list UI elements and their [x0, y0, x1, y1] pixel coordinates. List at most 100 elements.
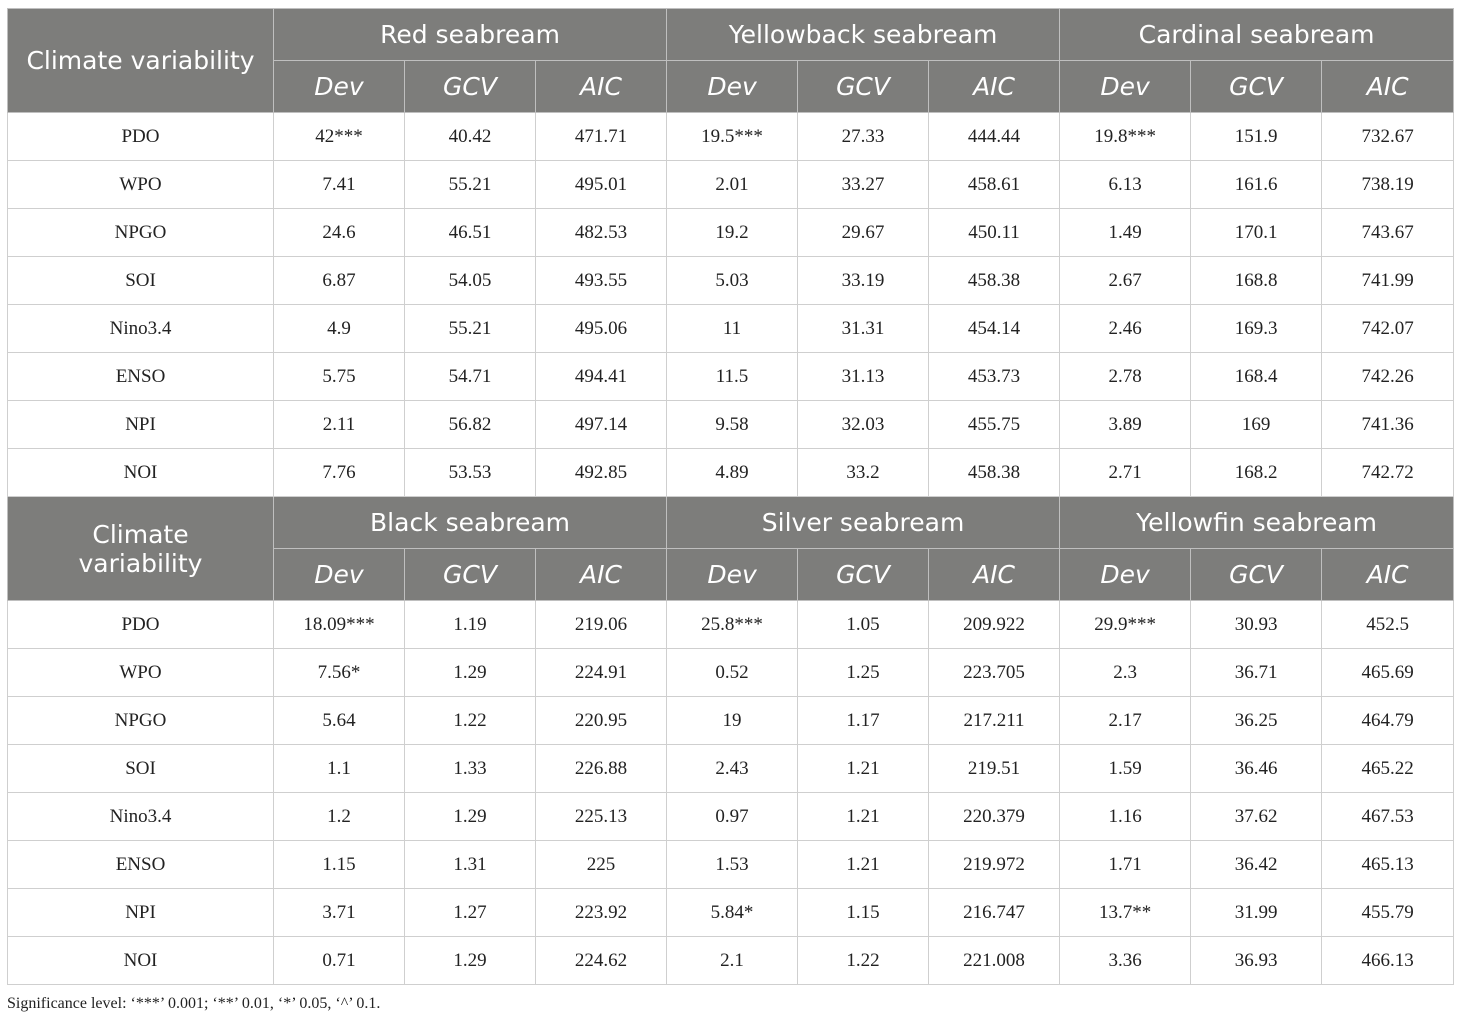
table-cell: 224.91: [534, 648, 668, 697]
table-cell: 19.8***: [1059, 112, 1192, 161]
table-cell: 741.36: [1321, 400, 1455, 449]
table-cell: 216.747: [928, 888, 1061, 937]
table-cell: 29.9***: [1059, 600, 1192, 649]
climate-index-label: Nino3.4: [7, 792, 274, 841]
table-cell: 497.14: [534, 400, 668, 449]
table-cell: 1.33: [404, 744, 536, 793]
table-cell: 444.44: [928, 112, 1061, 161]
climate-index-label: NOI: [7, 448, 274, 497]
table-cell: 54.05: [404, 256, 536, 305]
table-cell: 7.41: [273, 160, 405, 209]
table-cell: 6.87: [273, 256, 405, 305]
table-cell: 3.89: [1059, 400, 1192, 449]
table-cell: 2.11: [273, 400, 405, 449]
table-cell: 742.07: [1321, 304, 1455, 353]
table-cell: 1.53: [666, 840, 799, 889]
table-row: ENSO 5.75 54.71 494.41 11.5 31.13 453.73 2.78 16…: [7, 352, 1455, 401]
table-cell: 18.09***: [273, 600, 405, 649]
table-cell: 7.76: [273, 448, 405, 497]
table-cell: 1.21: [797, 792, 930, 841]
table-cell: 19.2: [666, 208, 799, 257]
climate-index-label: ENSO: [7, 840, 274, 889]
table-cell: 1.1: [273, 744, 405, 793]
table-cell: 40.42: [404, 112, 536, 161]
table-cell: 53.53: [404, 448, 536, 497]
table-cell: 1.59: [1059, 744, 1192, 793]
table-cell: 168.2: [1190, 448, 1323, 497]
table-cell: 33.2: [797, 448, 930, 497]
table-cell: 493.55: [534, 256, 668, 305]
table-cell: 450.11: [928, 208, 1061, 257]
table-cell: 13.7**: [1059, 888, 1192, 937]
significance-footnote: Significance level: ‘***’ 0.001; ‘**’ 0.…: [7, 995, 381, 1012]
table-cell: 37.62: [1190, 792, 1323, 841]
table-cell: 741.99: [1321, 256, 1455, 305]
table-row: NOI 7.76 53.53 492.85 4.89 33.2 458.38 2.71 168.…: [7, 448, 1455, 497]
table-cell: 458.61: [928, 160, 1061, 209]
table-row: WPO 7.56* 1.29 224.91 0.52 1.25 223.705 2.3 36.7…: [7, 648, 1455, 697]
species-header: Cardinal seabream: [1059, 8, 1455, 61]
table-cell: 6.13: [1059, 160, 1192, 209]
stat-header: GCV: [797, 548, 930, 601]
table-cell: 1.05: [797, 600, 930, 649]
stat-header: GCV: [404, 60, 536, 113]
table-cell: 458.38: [928, 256, 1061, 305]
table-cell: 454.14: [928, 304, 1061, 353]
table-cell: 2.1: [666, 936, 799, 985]
climate-index-label: WPO: [7, 648, 274, 697]
table-cell: 1.15: [273, 840, 405, 889]
stat-header: AIC: [928, 548, 1061, 601]
table-cell: 5.84*: [666, 888, 799, 937]
table-cell: 24.6: [273, 208, 405, 257]
stat-header: AIC: [534, 60, 668, 113]
table-cell: 2.17: [1059, 696, 1192, 745]
table-row: Nino3.4 1.2 1.29 225.13 0.97 1.21 220.379 1.16 3…: [7, 792, 1455, 841]
table-cell: 5.03: [666, 256, 799, 305]
table-cell: 221.008: [928, 936, 1061, 985]
table-cell: 2.78: [1059, 352, 1192, 401]
table-cell: 29.67: [797, 208, 930, 257]
table-cell: 209.922: [928, 600, 1061, 649]
table-cell: 36.93: [1190, 936, 1323, 985]
table-cell: 0.71: [273, 936, 405, 985]
table-cell: 36.25: [1190, 696, 1323, 745]
stat-header: Dev: [666, 548, 799, 601]
climate-index-label: PDO: [7, 112, 274, 161]
table-cell: 226.88: [534, 744, 668, 793]
climate-index-label: NOI: [7, 936, 274, 985]
stat-header: GCV: [1190, 60, 1323, 113]
table-cell: 466.13: [1321, 936, 1455, 985]
table-row: NPI 2.11 56.82 497.14 9.58 32.03 455.75 3.89 169…: [7, 400, 1455, 449]
table-cell: 55.21: [404, 160, 536, 209]
table-cell: 1.17: [797, 696, 930, 745]
table-cell: 2.71: [1059, 448, 1192, 497]
table-cell: 1.21: [797, 840, 930, 889]
table-cell: 1.16: [1059, 792, 1192, 841]
table-cell: 1.29: [404, 792, 536, 841]
table-cell: 1.25: [797, 648, 930, 697]
table-cell: 56.82: [404, 400, 536, 449]
stat-header: AIC: [1321, 548, 1455, 601]
table-cell: 1.31: [404, 840, 536, 889]
table-cell: 492.85: [534, 448, 668, 497]
table-row: PDO 18.09*** 1.19 219.06 25.8*** 1.05 209.922 2…: [7, 600, 1455, 649]
table-cell: 1.29: [404, 936, 536, 985]
table-cell: 482.53: [534, 208, 668, 257]
stat-header: GCV: [797, 60, 930, 113]
species-header: Yellowfin seabream: [1059, 496, 1455, 549]
table-cell: 33.19: [797, 256, 930, 305]
table-cell: 5.75: [273, 352, 405, 401]
table-cell: 168.8: [1190, 256, 1323, 305]
table-cell: 1.29: [404, 648, 536, 697]
table-cell: 467.53: [1321, 792, 1455, 841]
table-cell: 495.06: [534, 304, 668, 353]
table-cell: 55.21: [404, 304, 536, 353]
table-cell: 223.92: [534, 888, 668, 937]
table-cell: 453.73: [928, 352, 1061, 401]
table-cell: 458.38: [928, 448, 1061, 497]
table-cell: 4.9: [273, 304, 405, 353]
table-cell: 223.705: [928, 648, 1061, 697]
table-cell: 219.51: [928, 744, 1061, 793]
table-cell: 742.72: [1321, 448, 1455, 497]
table-cell: 27.33: [797, 112, 930, 161]
